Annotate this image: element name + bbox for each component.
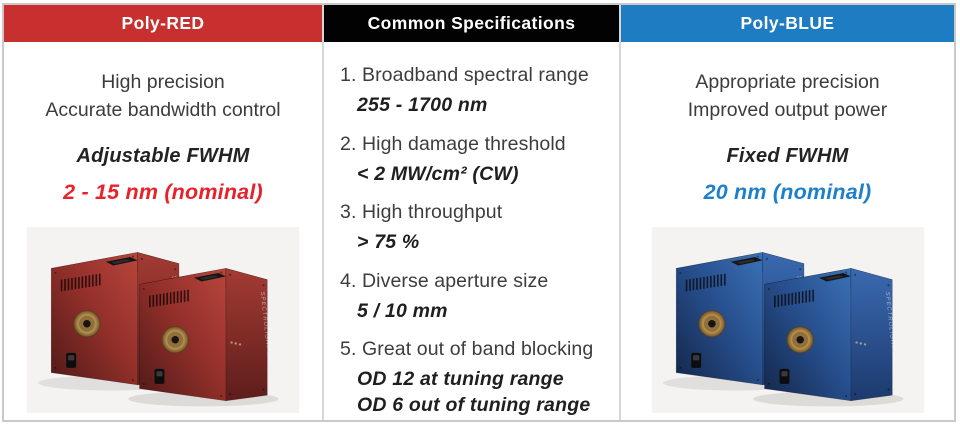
poly-red-product-photo: SPECTROLIGHT Inc. SPECTROLIGHT Inc. bbox=[17, 227, 309, 413]
column-poly-blue: Poly-BLUE Appropriate precision Improved… bbox=[621, 5, 954, 420]
spec-item: 1. Broadband spectral range 255 - 1700 n… bbox=[340, 61, 613, 119]
common-specs-header: Common Specifications bbox=[324, 5, 619, 42]
poly-blue-description-line1: Appropriate precision bbox=[695, 71, 880, 93]
poly-blue-fwhm-value: 20 nm (nominal) bbox=[703, 180, 872, 204]
spec-item-value: 255 - 1700 nm bbox=[357, 94, 488, 116]
spec-item-title: 3. High throughput bbox=[340, 201, 503, 223]
spec-item-value: < 2 MW/cm² (CW) bbox=[357, 162, 519, 185]
spec-item-title: 5. Great out of band blocking bbox=[340, 338, 594, 360]
poly-red-description-line2: Accurate bandwidth control bbox=[45, 98, 281, 121]
spec-item: 2. High damage threshold < 2 MW/cm² (CW) bbox=[340, 130, 613, 188]
poly-red-fwhm-label: Adjustable FWHM bbox=[76, 145, 250, 167]
poly-blue-description-line2: Improved output power bbox=[687, 98, 888, 121]
spec-item: 3. High throughput > 75 % bbox=[340, 198, 613, 256]
column-poly-red: Poly-RED High precision Accurate bandwid… bbox=[4, 5, 322, 420]
spec-list: 1. Broadband spectral range 255 - 1700 n… bbox=[324, 42, 619, 418]
poly-red-description: High precision Accurate bandwidth contro… bbox=[4, 42, 322, 124]
comparison-panel: Poly-RED High precision Accurate bandwid… bbox=[2, 3, 956, 422]
spec-item-title: 1. Broadband spectral range bbox=[340, 64, 589, 86]
column-common-specs: Common Specifications 1. Broadband spect… bbox=[322, 5, 621, 420]
poly-blue-description: Appropriate precision Improved output po… bbox=[621, 42, 954, 124]
spec-item-value: OD 12 at tuning range bbox=[357, 368, 564, 390]
spec-item: 4. Diverse aperture size 5 / 10 mm bbox=[340, 267, 613, 325]
spec-item-value: > 75 % bbox=[357, 231, 420, 253]
poly-blue-body: Appropriate precision Improved output po… bbox=[621, 42, 954, 205]
poly-red-fwhm-value: 2 - 15 nm (nominal) bbox=[63, 180, 263, 204]
spec-item-title: 2. High damage threshold bbox=[340, 132, 566, 155]
poly-red-header: Poly-RED bbox=[4, 5, 322, 42]
poly-red-description-line1: High precision bbox=[101, 71, 225, 93]
spec-item: 5. Great out of band blocking OD 12 at t… bbox=[340, 335, 613, 418]
poly-red-body: High precision Accurate bandwidth contro… bbox=[4, 42, 322, 205]
spec-item-title: 4. Diverse aperture size bbox=[340, 269, 549, 292]
spec-item-value: 5 / 10 mm bbox=[357, 299, 448, 322]
spec-item-value: OD 6 out of tuning range bbox=[357, 393, 591, 416]
poly-blue-product-photo: SPECTROLIGHT Inc. SPECTROLIGHT Inc. bbox=[646, 227, 930, 413]
poly-blue-fwhm-label: Fixed FWHM bbox=[726, 145, 849, 167]
poly-blue-header: Poly-BLUE bbox=[621, 5, 954, 42]
